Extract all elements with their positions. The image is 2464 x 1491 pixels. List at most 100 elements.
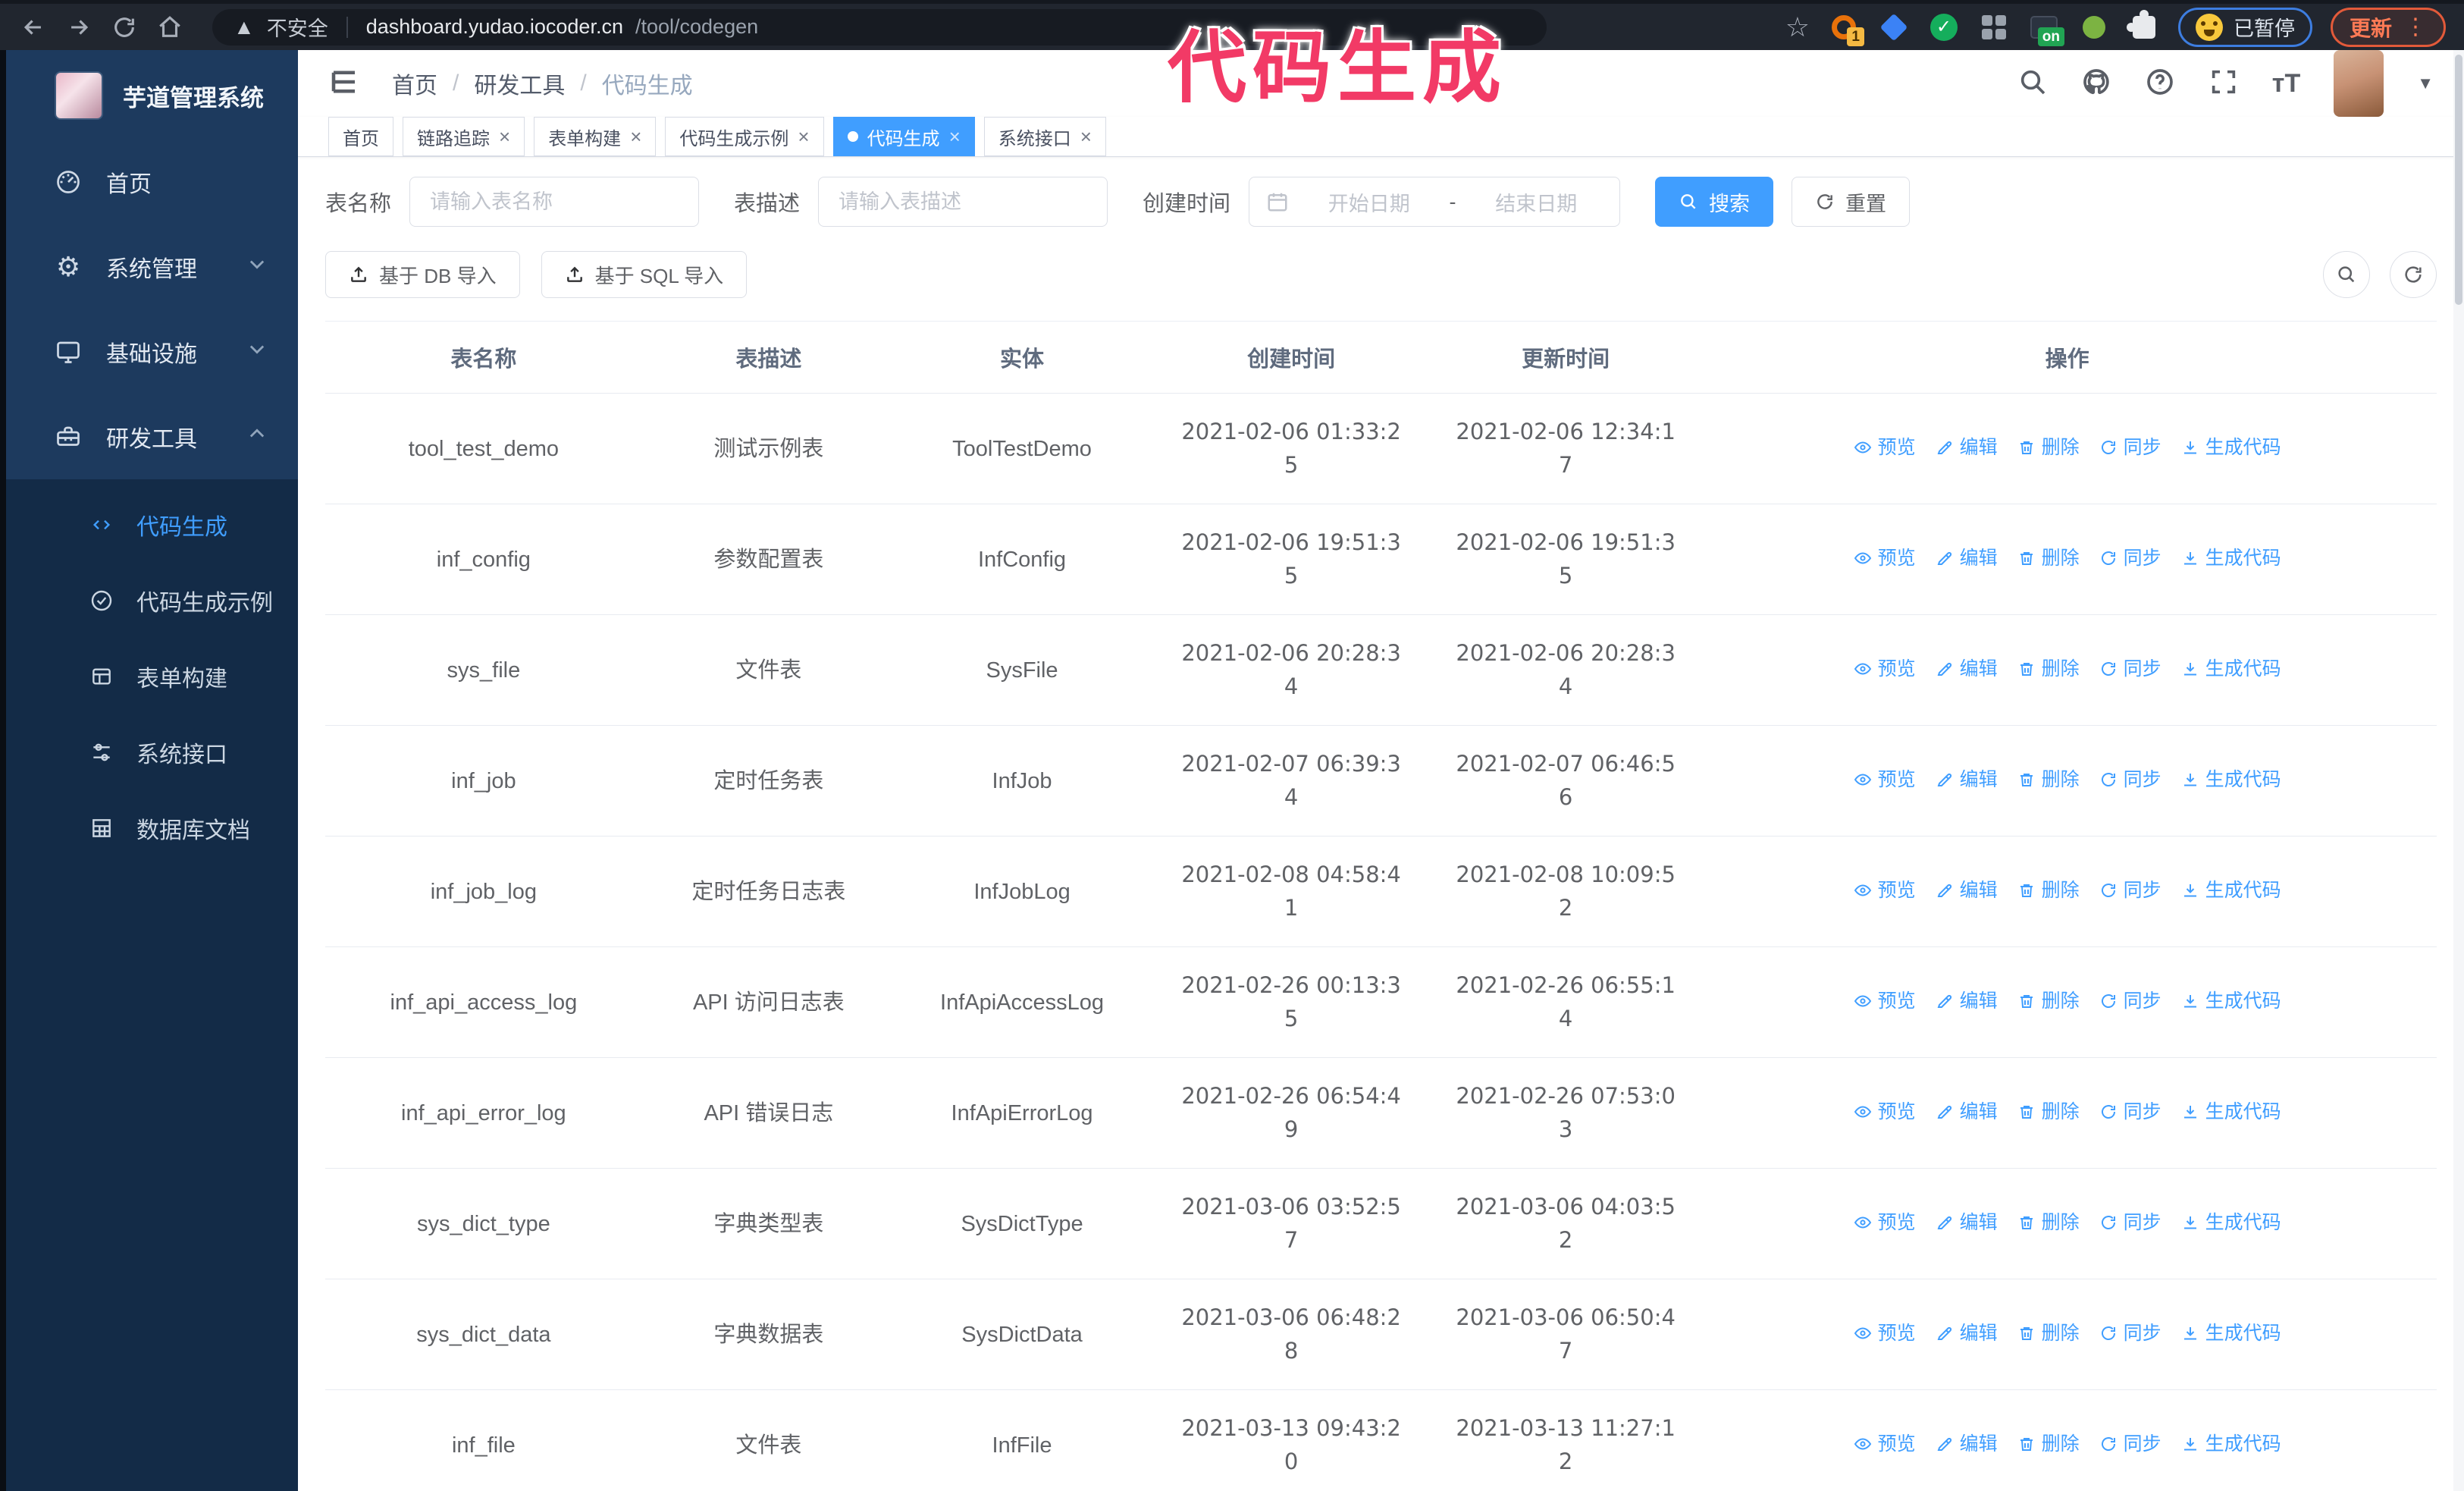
extension-icon-dark-on[interactable]: on xyxy=(2028,11,2064,46)
action-delete-link[interactable]: 删除 xyxy=(2017,763,2080,796)
table-desc-input[interactable] xyxy=(818,177,1108,227)
tab-表单构建[interactable]: 表单构建 × xyxy=(534,117,657,156)
action-generate-link[interactable]: 生成代码 xyxy=(2181,874,2281,907)
action-edit-link[interactable]: 编辑 xyxy=(1936,874,1998,907)
scrollbar-thumb[interactable] xyxy=(2455,55,2462,305)
action-generate-link[interactable]: 生成代码 xyxy=(2181,1427,2281,1461)
extension-icon-orange[interactable]: 1 xyxy=(1828,11,1864,46)
action-sync-link[interactable]: 同步 xyxy=(2099,431,2161,464)
tab-系统接口[interactable]: 系统接口 × xyxy=(983,117,1106,156)
action-generate-link[interactable]: 生成代码 xyxy=(2181,431,2281,464)
action-generate-link[interactable]: 生成代码 xyxy=(2181,763,2281,796)
breadcrumb-home[interactable]: 首页 xyxy=(392,74,437,99)
action-generate-link[interactable]: 生成代码 xyxy=(2181,541,2281,575)
action-preview-link[interactable]: 预览 xyxy=(1854,1427,1916,1461)
action-edit-link[interactable]: 编辑 xyxy=(1936,984,1998,1018)
action-edit-link[interactable]: 编辑 xyxy=(1936,652,1998,686)
action-sync-link[interactable]: 同步 xyxy=(2099,874,2161,907)
action-preview-link[interactable]: 预览 xyxy=(1854,763,1916,796)
page-scrollbar[interactable] xyxy=(2453,50,2464,1491)
action-edit-link[interactable]: 编辑 xyxy=(1936,1095,1998,1128)
action-generate-link[interactable]: 生成代码 xyxy=(2181,1317,2281,1350)
search-icon[interactable] xyxy=(2017,67,2048,101)
extension-icon-green-check[interactable]: ✓ xyxy=(1928,11,1960,43)
sidebar-item-infra[interactable]: 基础设施 xyxy=(6,309,298,394)
extensions-puzzle-icon[interactable] xyxy=(2126,9,2160,43)
action-edit-link[interactable]: 编辑 xyxy=(1936,763,1998,796)
action-delete-link[interactable]: 删除 xyxy=(2017,1427,2080,1461)
close-icon[interactable]: × xyxy=(1080,125,1092,148)
tab-链路追踪[interactable]: 链路追踪 × xyxy=(403,117,525,156)
toggle-search-button[interactable] xyxy=(2323,251,2370,298)
action-edit-link[interactable]: 编辑 xyxy=(1936,1317,1998,1350)
end-date-placeholder[interactable]: 结束日期 xyxy=(1495,192,1578,215)
import-sql-button[interactable]: 基于 SQL 导入 xyxy=(541,251,748,298)
action-edit-link[interactable]: 编辑 xyxy=(1936,541,1998,575)
sidebar-item-codegen[interactable]: 代码生成 xyxy=(6,487,298,563)
update-browser-button[interactable]: 更新 ⋮ xyxy=(2330,7,2446,47)
action-preview-link[interactable]: 预览 xyxy=(1854,1095,1916,1128)
action-generate-link[interactable]: 生成代码 xyxy=(2181,1095,2281,1128)
reset-button[interactable]: 重置 xyxy=(1792,177,1911,227)
action-generate-link[interactable]: 生成代码 xyxy=(2181,1206,2281,1239)
action-sync-link[interactable]: 同步 xyxy=(2099,1317,2161,1350)
sidebar-item-system[interactable]: ⚙ 系统管理 xyxy=(6,224,298,309)
hamburger-icon[interactable] xyxy=(328,66,360,102)
action-sync-link[interactable]: 同步 xyxy=(2099,1095,2161,1128)
help-icon[interactable] xyxy=(2145,67,2175,101)
action-delete-link[interactable]: 删除 xyxy=(2017,1206,2080,1239)
action-preview-link[interactable]: 预览 xyxy=(1854,431,1916,464)
action-edit-link[interactable]: 编辑 xyxy=(1936,431,1998,464)
search-button[interactable]: 搜索 xyxy=(1655,177,1774,227)
browser-forward-icon[interactable] xyxy=(59,8,99,47)
action-sync-link[interactable]: 同步 xyxy=(2099,984,2161,1018)
browser-back-icon[interactable] xyxy=(14,8,53,47)
action-sync-link[interactable]: 同步 xyxy=(2099,1206,2161,1239)
sidebar-item-system-api[interactable]: 系统接口 xyxy=(6,714,298,790)
tab-代码生成示例[interactable]: 代码生成示例 × xyxy=(665,117,824,156)
extension-icon-green-bot[interactable] xyxy=(2078,11,2110,43)
caret-down-icon[interactable]: ▼ xyxy=(2417,74,2434,93)
table-name-input[interactable] xyxy=(409,177,700,227)
action-preview-link[interactable]: 预览 xyxy=(1854,874,1916,907)
action-sync-link[interactable]: 同步 xyxy=(2099,652,2161,686)
action-delete-link[interactable]: 删除 xyxy=(2017,431,2080,464)
action-sync-link[interactable]: 同步 xyxy=(2099,763,2161,796)
refresh-table-button[interactable] xyxy=(2390,251,2437,298)
close-icon[interactable]: × xyxy=(630,125,642,148)
user-avatar[interactable] xyxy=(2334,50,2384,117)
tab-首页[interactable]: 首页 xyxy=(328,117,393,156)
action-sync-link[interactable]: 同步 xyxy=(2099,1427,2161,1461)
action-sync-link[interactable]: 同步 xyxy=(2099,541,2161,575)
address-bar[interactable]: ▲ 不安全 dashboard.yudao.iocoder.cn/tool/co… xyxy=(212,8,1547,46)
action-delete-link[interactable]: 删除 xyxy=(2017,541,2080,575)
warning-icon[interactable]: ▲ xyxy=(234,14,255,39)
close-icon[interactable]: × xyxy=(499,125,511,148)
action-delete-link[interactable]: 删除 xyxy=(2017,1095,2080,1128)
github-icon[interactable] xyxy=(2081,67,2111,101)
close-icon[interactable]: × xyxy=(948,125,961,148)
fullscreen-icon[interactable] xyxy=(2209,67,2239,101)
sidebar-item-form-builder[interactable]: 表单构建 xyxy=(6,639,298,714)
browser-menu-dots-icon[interactable]: ⋮ xyxy=(2404,14,2427,39)
action-generate-link[interactable]: 生成代码 xyxy=(2181,984,2281,1018)
action-generate-link[interactable]: 生成代码 xyxy=(2181,652,2281,686)
action-edit-link[interactable]: 编辑 xyxy=(1936,1427,1998,1461)
browser-home-icon[interactable] xyxy=(150,8,190,47)
action-delete-link[interactable]: 删除 xyxy=(2017,984,2080,1018)
action-delete-link[interactable]: 删除 xyxy=(2017,1317,2080,1350)
action-preview-link[interactable]: 预览 xyxy=(1854,1317,1916,1350)
action-preview-link[interactable]: 预览 xyxy=(1854,1206,1916,1239)
action-preview-link[interactable]: 预览 xyxy=(1854,541,1916,575)
action-delete-link[interactable]: 删除 xyxy=(2017,874,2080,907)
action-preview-link[interactable]: 预览 xyxy=(1854,652,1916,686)
sidebar-item-home[interactable]: 首页 xyxy=(6,140,298,224)
extension-icon-blue-gem[interactable] xyxy=(1878,11,1910,43)
action-delete-link[interactable]: 删除 xyxy=(2017,652,2080,686)
action-preview-link[interactable]: 预览 xyxy=(1854,984,1916,1018)
logo[interactable]: 芋道管理系统 xyxy=(6,50,298,140)
close-icon[interactable]: × xyxy=(798,125,810,148)
bookmark-star-icon[interactable]: ☆ xyxy=(1785,11,1810,42)
extension-icon-grid[interactable] xyxy=(1978,11,2010,43)
date-range-picker[interactable]: 开始日期 - 结束日期 xyxy=(1249,177,1621,227)
